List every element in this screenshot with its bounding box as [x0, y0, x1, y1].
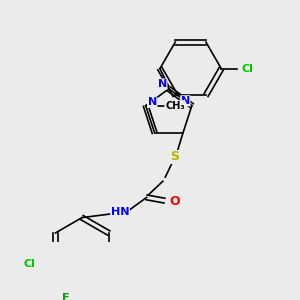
Text: HN: HN	[111, 207, 129, 217]
Text: N: N	[158, 79, 167, 89]
Text: Cl: Cl	[24, 259, 35, 269]
Text: N: N	[148, 98, 157, 107]
Text: O: O	[169, 195, 180, 208]
Text: F: F	[62, 292, 70, 300]
Text: Cl: Cl	[241, 64, 253, 74]
Text: S: S	[170, 151, 179, 164]
Text: N: N	[181, 96, 190, 106]
Text: CH₃: CH₃	[165, 100, 184, 111]
